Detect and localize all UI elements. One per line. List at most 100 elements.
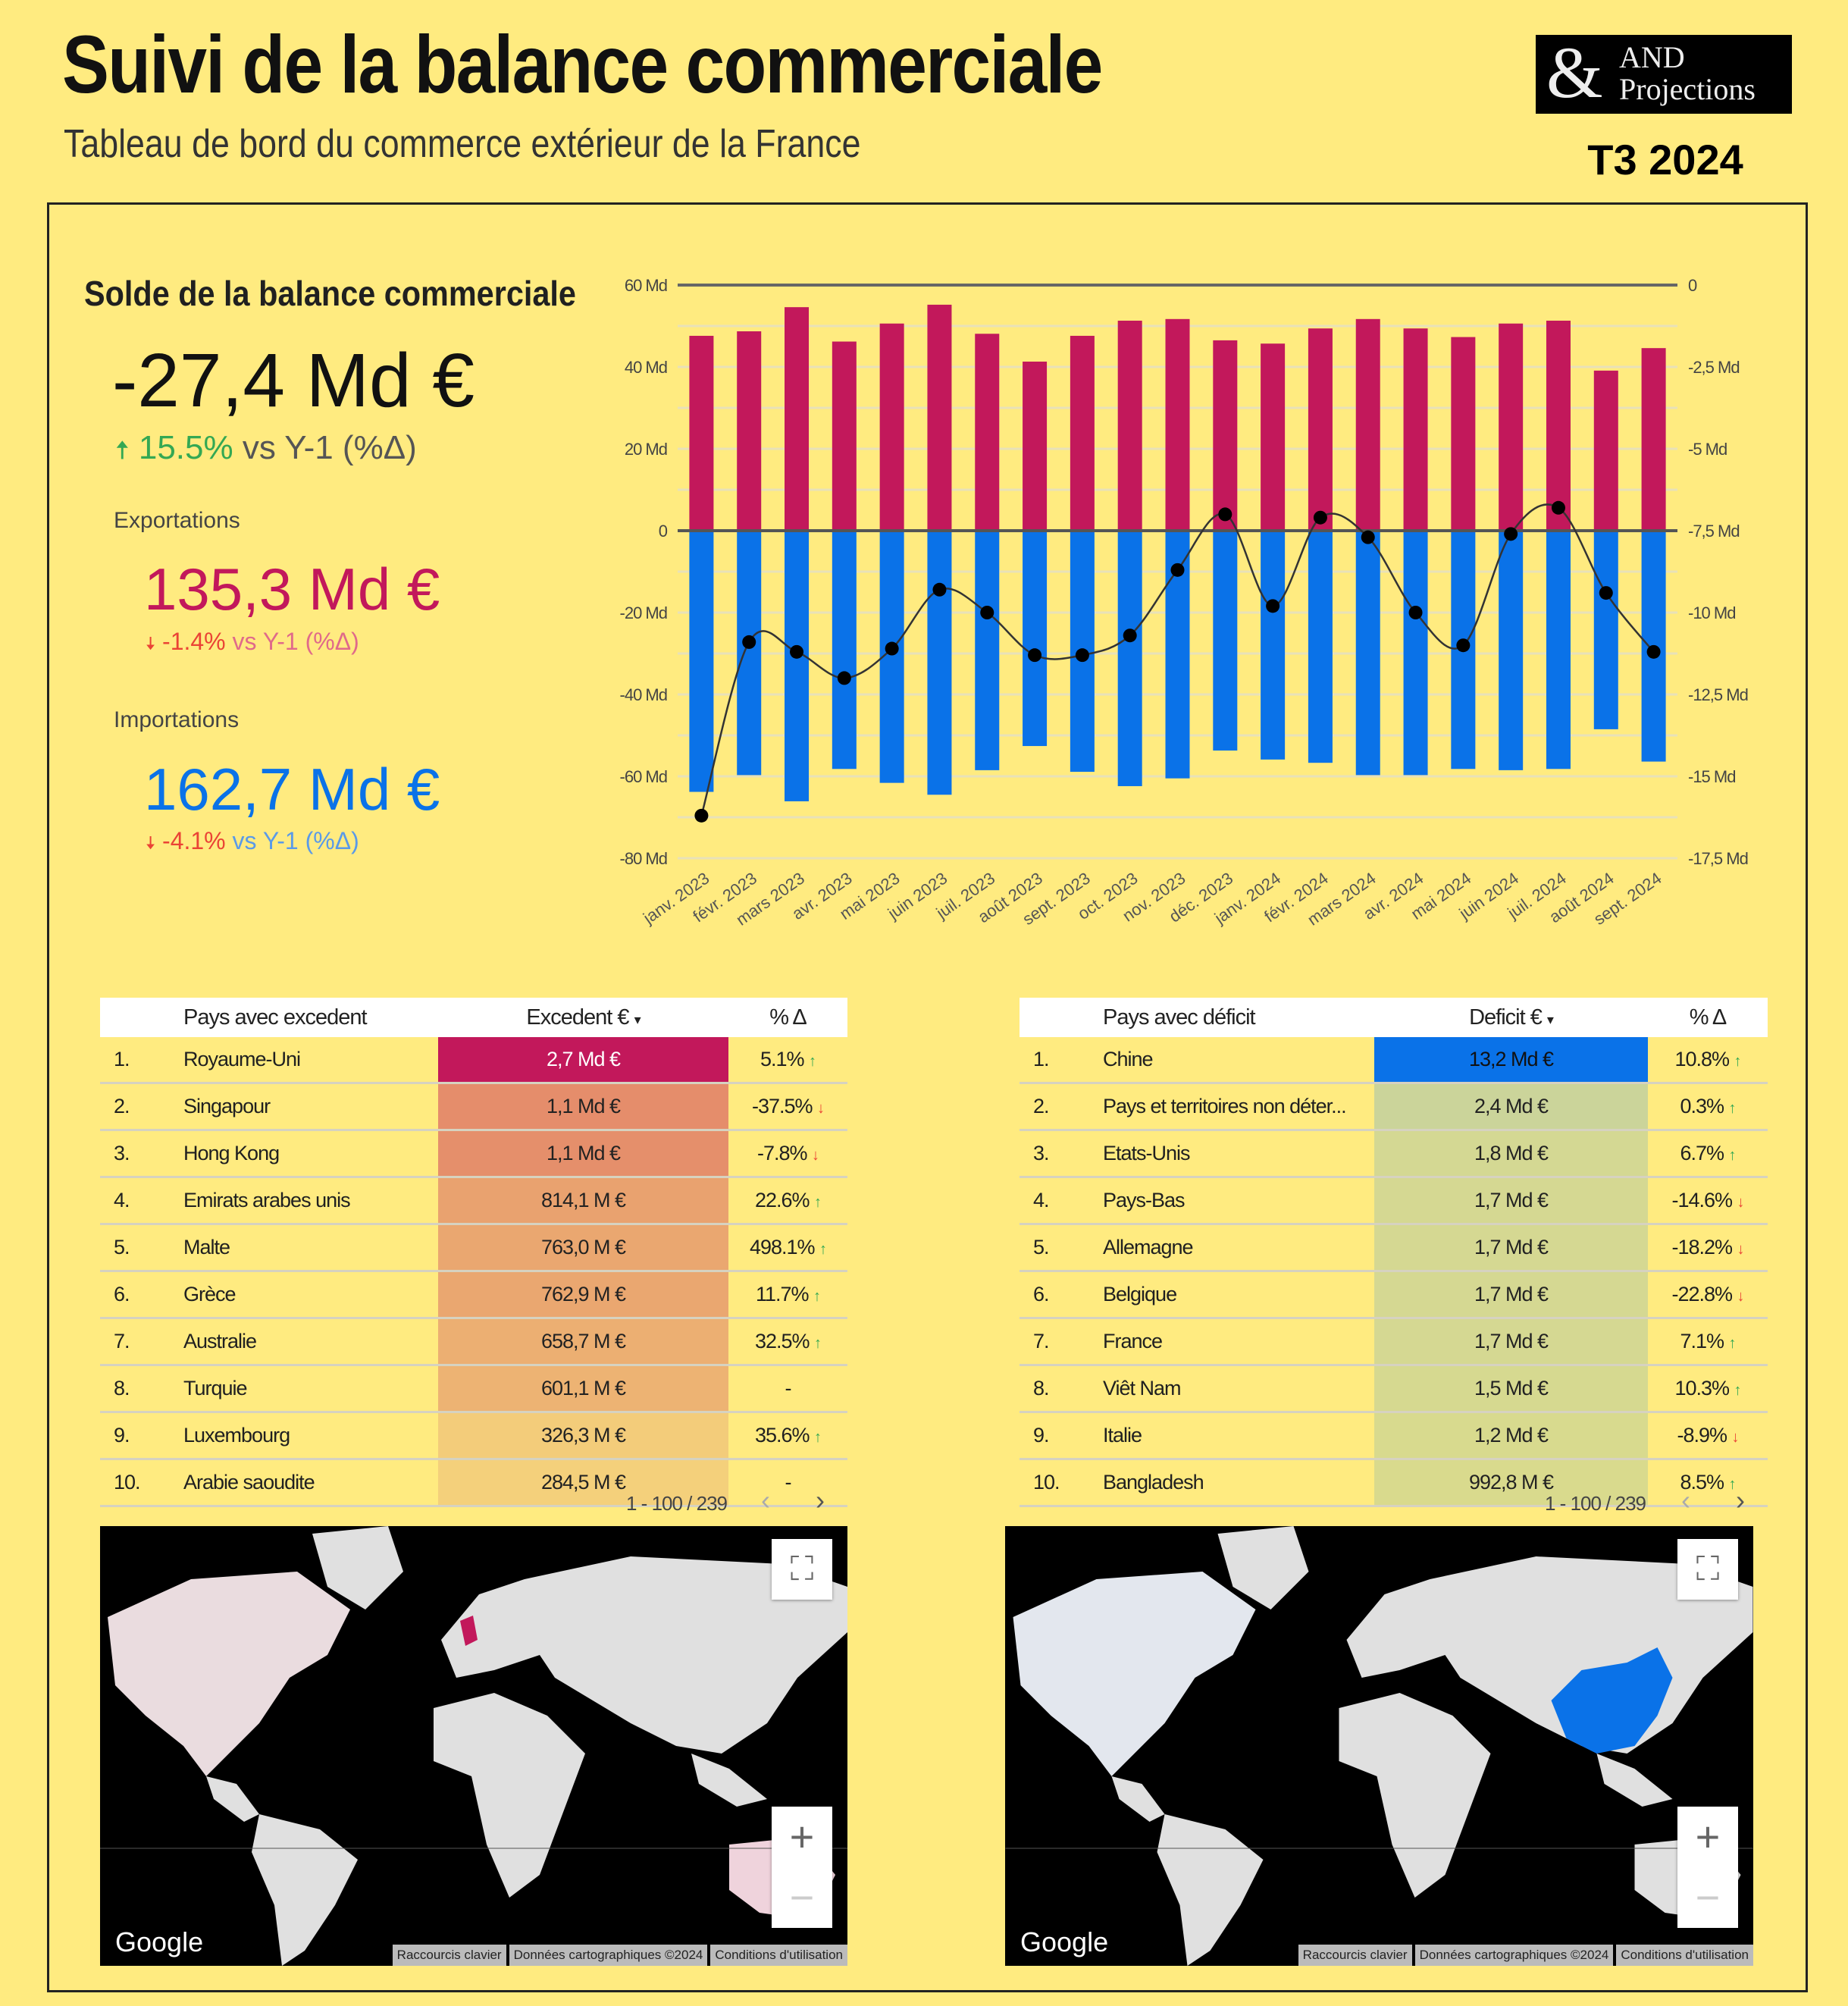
- row-rank: 1.: [1020, 1037, 1102, 1084]
- table-row[interactable]: 3. Hong Kong 1,1 Md € -7.8% ↓: [100, 1130, 847, 1178]
- header-country[interactable]: Pays avec déficit: [1102, 998, 1374, 1037]
- south-america: [252, 1814, 358, 1966]
- table-row[interactable]: 2. Singapour 1,1 Md € -37.5% ↓: [100, 1083, 847, 1131]
- keyboard-shortcuts-link[interactable]: Raccourcis clavier: [1298, 1945, 1412, 1966]
- asia: [1430, 1556, 1753, 1754]
- zoom-in-button[interactable]: +: [789, 1813, 815, 1860]
- export-bar: [1070, 335, 1095, 531]
- table-row[interactable]: 6. Grèce 762,9 M €11.7% ↑: [100, 1271, 847, 1319]
- table-row[interactable]: 10. Arabie saoudite 284,5 M € -: [100, 1459, 847, 1507]
- next-page-button[interactable]: ›: [1736, 1484, 1745, 1515]
- right-axis-tick: -17,5 Md: [1688, 849, 1748, 868]
- row-value: 814,1 M €: [438, 1177, 728, 1225]
- table-row[interactable]: 5. Allemagne 1,7 Md € -18.2% ↓: [1020, 1224, 1768, 1272]
- header-pct[interactable]: % Δ: [1648, 998, 1768, 1037]
- row-rank: 9.: [100, 1412, 183, 1460]
- table-row[interactable]: 10. Bangladesh 992,8 M €8.5% ↑: [1020, 1459, 1768, 1507]
- table-row[interactable]: 2. Pays et territoires non déter... 2,4 Md…: [1020, 1083, 1768, 1131]
- export-bar: [785, 307, 810, 531]
- row-country: Viêt Nam: [1102, 1365, 1374, 1413]
- deficit-map[interactable]: ⛶ + − Google Raccourcis clavier Données …: [1005, 1526, 1753, 1966]
- row-country: Luxembourg: [183, 1412, 438, 1460]
- europe: [1346, 1579, 1461, 1678]
- header-deficit[interactable]: Deficit € ▾: [1374, 998, 1648, 1037]
- logo-line-1: AND: [1619, 40, 1685, 74]
- table-row[interactable]: 7. Australie 658,7 M €32.5% ↑: [100, 1318, 847, 1366]
- balance-point: [1028, 648, 1042, 663]
- row-pct: 10.3% ↑: [1648, 1365, 1768, 1413]
- zoom-in-button[interactable]: +: [1695, 1813, 1721, 1860]
- row-pct: -: [728, 1459, 847, 1507]
- prev-page-button[interactable]: ‹: [761, 1484, 770, 1515]
- table-row[interactable]: 9. Italie 1,2 Md € -8.9% ↓: [1020, 1412, 1768, 1460]
- import-bar: [689, 531, 714, 792]
- southeast-asia: [1596, 1754, 1673, 1807]
- header-surplus[interactable]: Excedent € ▾: [438, 998, 728, 1037]
- export-bar: [689, 335, 714, 531]
- north-america: [1013, 1572, 1256, 1776]
- row-pct-value: 35.6%: [754, 1424, 810, 1447]
- header-surplus-label: Excedent €: [526, 1005, 629, 1030]
- zoom-out-button[interactable]: −: [789, 1873, 815, 1921]
- arrow-up-icon: 🠅: [115, 436, 130, 465]
- import-bar: [1023, 531, 1048, 747]
- table-row[interactable]: 7. France 1,7 Md €7.1% ↑: [1020, 1318, 1768, 1366]
- terms-link[interactable]: Conditions d'utilisation: [710, 1945, 847, 1966]
- arrow-up-icon: ↑: [814, 1429, 822, 1446]
- left-axis-tick: -60 Md: [620, 767, 667, 786]
- row-pct-value: 10.8%: [1674, 1048, 1730, 1070]
- table-row[interactable]: 9. Luxembourg 326,3 M €35.6% ↑: [100, 1412, 847, 1460]
- row-rank: 6.: [1020, 1271, 1102, 1319]
- table-row[interactable]: 6. Belgique 1,7 Md € -22.8% ↓: [1020, 1271, 1768, 1319]
- table-row[interactable]: 1. Royaume-Uni 2,7 Md €5.1% ↑: [100, 1037, 847, 1084]
- arrow-down-icon: ↓: [1737, 1241, 1745, 1258]
- table-row[interactable]: 4. Emirats arabes unis 814,1 M €22.6% ↑: [100, 1177, 847, 1225]
- balance-point: [790, 644, 804, 659]
- world-map: [100, 1526, 847, 1966]
- table-row[interactable]: 8. Viêt Nam 1,5 Md €10.3% ↑: [1020, 1365, 1768, 1413]
- prev-page-button[interactable]: ‹: [1681, 1484, 1690, 1515]
- row-pct-value: 498.1%: [749, 1236, 816, 1258]
- table-row[interactable]: 4. Pays-Bas 1,7 Md € -14.6% ↓: [1020, 1177, 1768, 1225]
- zoom-out-button[interactable]: −: [1695, 1873, 1721, 1921]
- row-rank: 8.: [100, 1365, 183, 1413]
- table-row[interactable]: 5. Malte 763,0 M €498.1% ↑: [100, 1224, 847, 1272]
- export-bar: [1355, 318, 1380, 531]
- balance-point: [1599, 586, 1613, 600]
- import-bar: [1117, 531, 1142, 786]
- terms-link[interactable]: Conditions d'utilisation: [1616, 1945, 1753, 1966]
- balance-delta-suffix: vs Y-1 (%Δ): [242, 429, 417, 466]
- row-pct: 22.6% ↑: [728, 1177, 847, 1225]
- table-row[interactable]: 1. Chine 13,2 Md €10.8% ↑: [1020, 1037, 1768, 1084]
- table-row[interactable]: 3. Etats-Unis 1,8 Md €6.7% ↑: [1020, 1130, 1768, 1178]
- table-row[interactable]: 8. Turquie 601,1 M € -: [100, 1365, 847, 1413]
- row-rank: 5.: [1020, 1224, 1102, 1272]
- exports-delta-value: -1.4%: [162, 628, 226, 655]
- row-rank: 1.: [100, 1037, 183, 1084]
- surplus-map[interactable]: ⛶ + − Google Raccourcis clavier Données …: [100, 1526, 847, 1966]
- arrow-down-icon: ↓: [817, 1100, 825, 1117]
- export-bar: [1023, 361, 1048, 531]
- row-rank: 10.: [1020, 1459, 1102, 1507]
- row-rank: 3.: [1020, 1130, 1102, 1178]
- row-value: 992,8 M €: [1374, 1459, 1648, 1507]
- surplus-table: Pays avec excedent Excedent € ▾ % Δ 1. Ro…: [100, 998, 847, 1507]
- map-data-credit: Données cartographiques ©2024: [509, 1945, 708, 1966]
- export-bar: [1499, 323, 1524, 531]
- row-country: Belgique: [1102, 1271, 1374, 1319]
- header-country[interactable]: Pays avec excedent: [183, 998, 438, 1037]
- page-subtitle: Tableau de bord du commerce extérieur de…: [64, 122, 861, 166]
- row-value: 2,7 Md €: [438, 1037, 728, 1084]
- row-pct-value: 10.3%: [1674, 1377, 1730, 1399]
- row-pct: 10.8% ↑: [1648, 1037, 1768, 1084]
- balance-point: [1646, 644, 1661, 659]
- fullscreen-button[interactable]: ⛶: [772, 1539, 832, 1600]
- arrow-down-icon: ↓: [1737, 1194, 1745, 1211]
- fullscreen-icon: ⛶: [790, 1550, 814, 1588]
- next-page-button[interactable]: ›: [816, 1484, 825, 1515]
- trade-balance-chart[interactable]: 60 Md 40 Md 20 Md 0 -20 Md -40 Md -60 Md -80 Md…: [591, 258, 1789, 940]
- keyboard-shortcuts-link[interactable]: Raccourcis clavier: [392, 1945, 506, 1966]
- export-bar: [1641, 348, 1666, 531]
- header-pct[interactable]: % Δ: [728, 998, 847, 1037]
- fullscreen-button[interactable]: ⛶: [1677, 1539, 1738, 1600]
